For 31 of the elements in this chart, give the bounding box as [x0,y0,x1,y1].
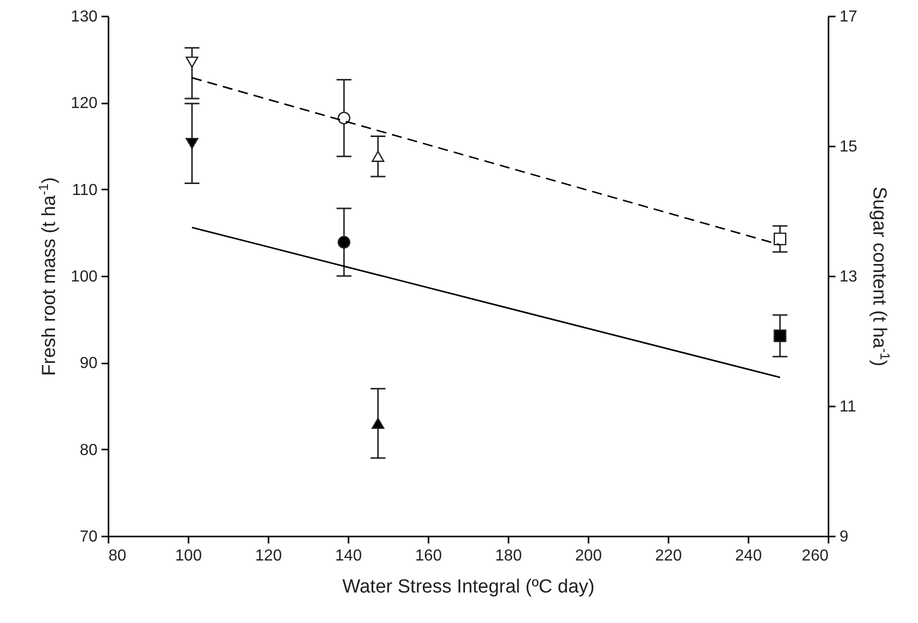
y2-tick-label: 11 [840,398,856,416]
y-tick-label: 70 [80,528,98,546]
point [186,138,198,149]
y2-tick-label: 9 [840,528,848,546]
x-tick-label: 240 [735,548,762,564]
point [774,232,786,246]
point [774,329,786,342]
x-axis-title: Water Stress Integral (ºC day) [342,576,595,598]
y2-tick-label: 15 [840,138,858,156]
x-tick-label: 220 [655,548,682,564]
x-tick-label: 80 [108,548,126,564]
x-tick-label: 120 [255,548,282,564]
x-tick-label: 180 [495,548,522,564]
point [372,418,384,429]
point [338,236,350,249]
y2-tick-label: 13 [840,268,858,286]
x-tick-label: 100 [175,548,202,564]
y2-tick-label: 17 [840,8,858,26]
y-tick-label: 130 [70,8,98,26]
y-tick-label: 110 [72,182,98,199]
y-tick-label: 80 [80,442,98,459]
point [186,56,198,68]
point [372,150,384,162]
y-tick-label: 120 [70,95,98,112]
x-tick-label: 160 [415,548,442,564]
y-tick-label: 100 [70,268,98,286]
point [338,112,350,124]
x-tick-label: 260 [802,548,829,564]
x-tick-label: 140 [335,548,362,564]
y-tick-label: 90 [80,355,98,372]
x-tick-label: 200 [575,548,602,564]
